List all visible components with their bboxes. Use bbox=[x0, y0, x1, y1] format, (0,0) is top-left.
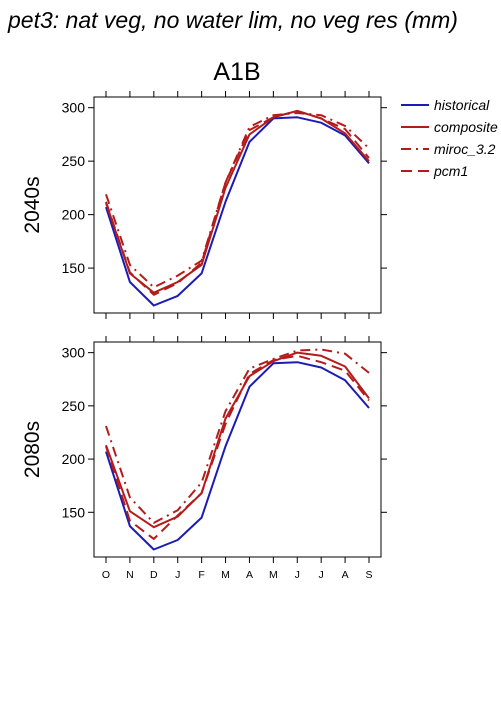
legend-label-historical: historical bbox=[434, 97, 490, 113]
legend: historical composite miroc_3.2 pcm1 bbox=[401, 97, 498, 179]
x-tick-label: M bbox=[221, 569, 230, 581]
x-tick-label: J bbox=[295, 569, 300, 581]
x-tick-label: D bbox=[150, 569, 158, 581]
plot-frame bbox=[93, 341, 382, 558]
chart-title: pet3: nat veg, no water lim, no veg res … bbox=[7, 7, 458, 33]
panel-2040s: 150 200 250 300 2040s bbox=[21, 91, 387, 319]
x-tick-label: N bbox=[126, 569, 134, 581]
x-tick-label: J bbox=[175, 569, 180, 581]
y-tick-label: 300 bbox=[62, 100, 86, 116]
y-tick-label: 200 bbox=[62, 451, 86, 467]
x-tick-label: J bbox=[319, 569, 324, 581]
legend-label-composite: composite bbox=[434, 119, 498, 135]
series-line-historical bbox=[105, 361, 370, 551]
series-line-miroc_3.2 bbox=[105, 348, 370, 524]
y-tick-label: 150 bbox=[62, 504, 86, 520]
y-tick-label: 200 bbox=[62, 207, 86, 223]
y-tick-label: 250 bbox=[62, 398, 86, 414]
series-line-composite bbox=[105, 109, 370, 294]
y-tick-label: 250 bbox=[62, 153, 86, 169]
panel-2080s: 150 200 250 300 O N D J F M A M J J A S 2080s bbox=[21, 336, 387, 581]
legend-label-pcm1: pcm1 bbox=[433, 163, 468, 179]
series-line-composite bbox=[105, 351, 370, 529]
x-tick-label: O bbox=[102, 569, 110, 581]
period-label: 2040s bbox=[21, 176, 44, 233]
series-line-miroc_3.2 bbox=[105, 112, 370, 289]
x-tick-label: A bbox=[342, 569, 349, 581]
x-tick-label: A bbox=[246, 569, 253, 581]
series-line-pcm1 bbox=[105, 354, 370, 540]
series-line-historical bbox=[105, 116, 370, 307]
period-label: 2080s bbox=[21, 421, 44, 478]
x-tick-label: F bbox=[198, 569, 204, 581]
series-line-pcm1 bbox=[105, 109, 370, 296]
plot-frame bbox=[93, 96, 382, 314]
y-tick-label: 150 bbox=[62, 260, 86, 276]
y-tick-label: 300 bbox=[62, 345, 86, 361]
x-tick-label: M bbox=[269, 569, 278, 581]
x-tick-label: S bbox=[365, 569, 372, 581]
scenario-label: A1B bbox=[213, 58, 260, 86]
legend-label-miroc_3.2: miroc_3.2 bbox=[434, 141, 496, 157]
